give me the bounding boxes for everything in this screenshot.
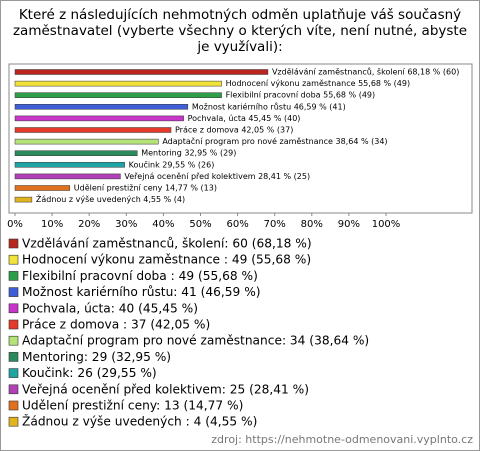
bar	[14, 127, 172, 133]
x-tick-label: 40%	[152, 219, 174, 230]
x-tick-label: 60%	[226, 219, 248, 230]
bar	[14, 185, 71, 191]
legend-label: Hodnocení výkonu zaměstnance : 49 (55,68…	[22, 253, 311, 267]
legend-swatch	[8, 271, 19, 281]
plot-frame	[8, 63, 473, 214]
bar	[14, 173, 121, 180]
x-tick-label: 80%	[301, 219, 323, 230]
data-label: Práce z domova 42,05 % (37)	[175, 126, 293, 135]
legend-swatch	[8, 319, 19, 330]
legend-label: Práce z domova : 37 (42,05 %)	[22, 318, 210, 332]
x-tick-label: 20%	[78, 219, 100, 230]
data-label: Pochvala, úcta 45,45 % (40)	[188, 114, 301, 123]
data-label: Veřejná ocenění před kolektivem 28,41 % …	[124, 172, 310, 181]
legend-label: Udělení prestižní ceny: 13 (14,77 %)	[22, 399, 243, 413]
data-label: Adaptační program pro nové zaměstnance 3…	[162, 136, 387, 146]
x-tick-label: 50%	[189, 219, 211, 230]
bar	[14, 138, 159, 145]
bar	[14, 92, 222, 98]
legend-swatch	[8, 303, 19, 314]
x-tick-label: 100%	[372, 219, 401, 230]
legend-label: Možnost kariérního růstu: 41 (46,59 %)	[22, 285, 261, 299]
data-label: Koučink 29,55 % (26)	[129, 159, 215, 169]
legend-swatch	[8, 352, 19, 362]
data-label: Udělení prestižní ceny 14,77 % (13)	[74, 184, 217, 193]
legend-label: Mentoring: 29 (32,95 %)	[22, 350, 171, 364]
bar	[14, 80, 222, 87]
legend-label: Vzdělávání zaměstnanců, školení: 60 (68,…	[22, 237, 312, 251]
data-label: Hodnocení výkonu zaměstnance 55,68 % (49…	[226, 79, 411, 88]
data-label: Vzdělávání zaměstnanců, školení 68,18 % …	[272, 67, 459, 77]
legend-label: Koučink: 26 (29,55 %)	[22, 366, 157, 380]
chart-title: Které z následujících nehmotných odměn u…	[12, 7, 468, 55]
legend-swatch	[8, 238, 19, 249]
bar	[14, 69, 269, 75]
legend-swatch	[8, 400, 19, 411]
bar	[14, 162, 125, 168]
x-tick-label: 30%	[115, 219, 137, 230]
legend-swatch	[8, 287, 19, 297]
bar	[14, 196, 33, 203]
bar	[14, 104, 189, 110]
legend-swatch	[8, 416, 19, 427]
data-label: Možnost kariérního růstu 46,59 % (41)	[192, 101, 346, 111]
legend-label: Adaptační program pro nové zaměstnance: …	[22, 334, 369, 348]
x-tick-label: 90%	[338, 219, 360, 230]
x-tick-label: 70%	[264, 219, 286, 230]
source: zdroj: https://nehmotne-odmenovani.vypln…	[211, 433, 473, 446]
data-label: Žádnou z výše uvedených 4,55 % (4)	[36, 193, 185, 204]
x-tick-label: 0%	[7, 219, 23, 230]
bar	[14, 115, 184, 122]
legend-label: Flexibilní pracovní doba : 49 (55,68 %)	[22, 269, 258, 283]
legend-swatch	[8, 368, 19, 378]
legend-swatch	[8, 335, 19, 346]
legend-label: Pochvala, úcta: 40 (45,45 %)	[22, 301, 198, 315]
data-label: Mentoring 32,95 % (29)	[141, 149, 236, 158]
legend-label: Veřejná ocenění před kolektivem: 25 (28,…	[22, 382, 309, 396]
data-label: Flexibilní pracovní doba 55,68 % (49)	[226, 91, 376, 100]
legend-label: Žádnou z výše uvedených : 4 (4,55 %)	[22, 414, 257, 429]
legend-swatch	[8, 254, 19, 265]
bar	[14, 150, 138, 156]
x-tick-label: 10%	[41, 219, 63, 230]
legend-swatch	[8, 384, 19, 395]
